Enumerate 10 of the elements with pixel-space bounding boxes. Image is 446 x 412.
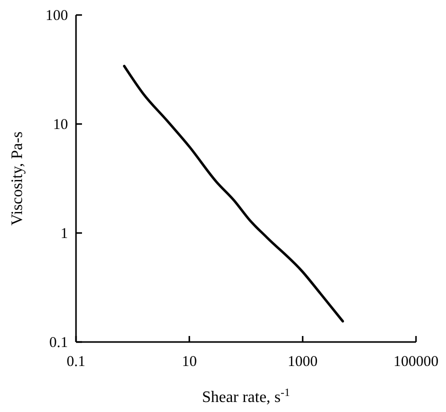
x-tick-label: 0.1 (66, 354, 86, 370)
y-tick-label: 10 (53, 117, 68, 133)
y-tick-label: 100 (46, 8, 68, 24)
y-tick-label: 0.1 (49, 335, 68, 351)
x-tick-label: 10 (182, 354, 197, 370)
x-tick-label: 100000 (394, 354, 438, 370)
x-axis-title: Shear rate, s$^{-1}$ (202, 387, 290, 406)
y-tick-label: 1 (60, 226, 68, 242)
x-tick-label: 1000 (288, 354, 318, 370)
y-axis-title: Viscosity, Pa-s (9, 132, 26, 226)
